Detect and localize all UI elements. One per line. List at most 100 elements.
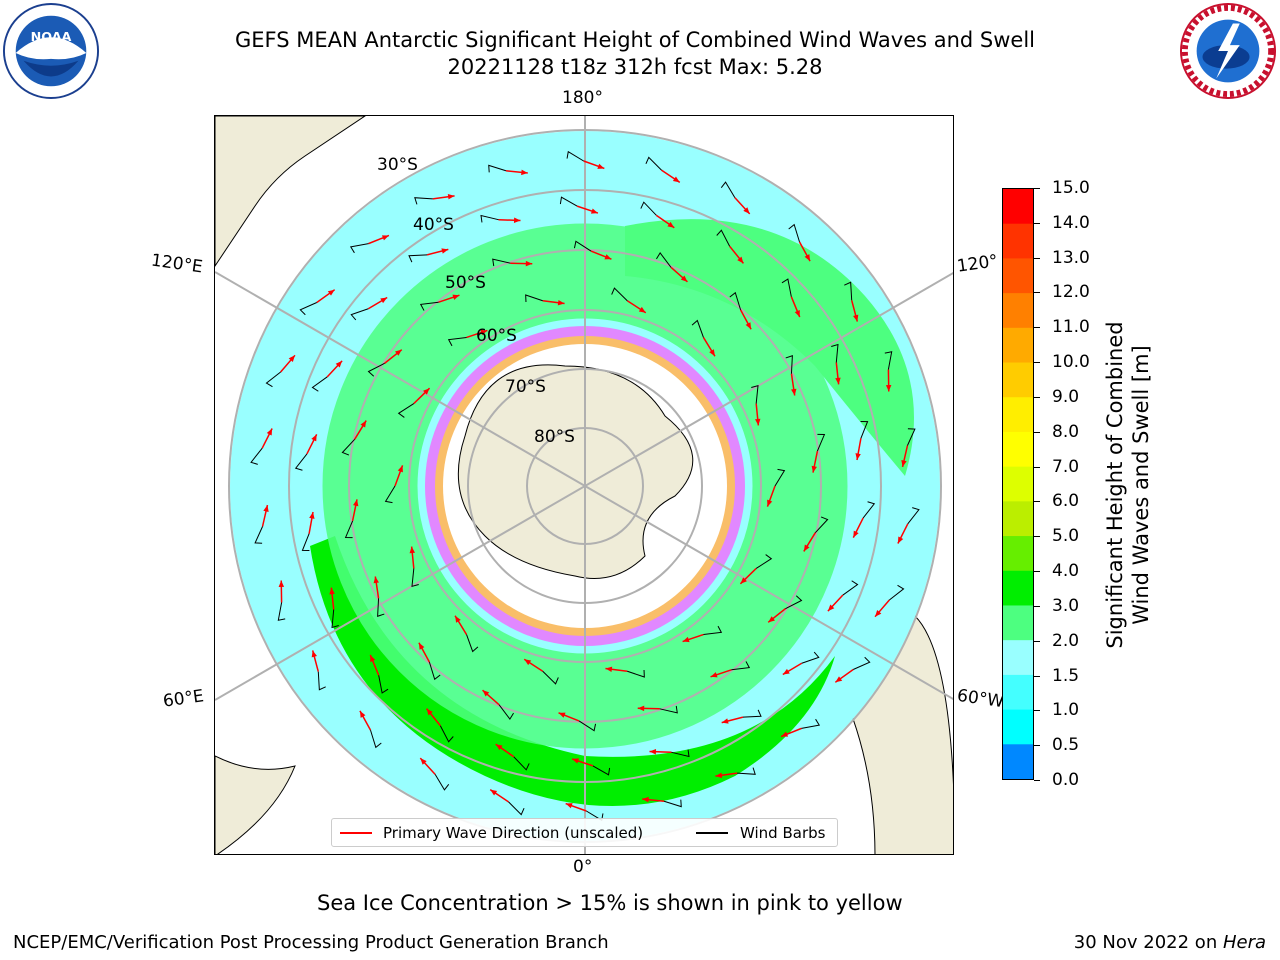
wind-barb bbox=[645, 156, 662, 171]
wind-barb bbox=[508, 801, 525, 816]
wave-arrowhead bbox=[680, 275, 688, 282]
wave-arrowhead bbox=[381, 235, 389, 241]
colorbar-swatch bbox=[1003, 431, 1033, 468]
footer-date-text: 30 Nov 2022 on bbox=[1073, 932, 1223, 953]
legend-barb-label: Wind Barbs bbox=[740, 824, 826, 842]
wave-arrowhead bbox=[426, 708, 433, 716]
wave-arrowhead bbox=[329, 587, 335, 595]
colorbar-swatch bbox=[1003, 397, 1033, 433]
wind-barb bbox=[573, 240, 592, 252]
wind-barb bbox=[578, 720, 597, 732]
wind-barb bbox=[525, 294, 543, 303]
colorbar-swatch bbox=[1003, 640, 1033, 676]
colorbar-swatch bbox=[1003, 501, 1033, 537]
wind-barb bbox=[592, 765, 611, 776]
wind-barb bbox=[884, 351, 893, 370]
wind-barb bbox=[611, 287, 628, 302]
wind-barb bbox=[731, 661, 751, 671]
colorbar-tick-mark bbox=[1034, 431, 1040, 433]
wave-arrowhead bbox=[743, 207, 750, 214]
colorbar-tick-label: 11.0 bbox=[1052, 317, 1090, 338]
wave-arrowhead bbox=[452, 294, 460, 300]
wind-barb bbox=[419, 301, 439, 311]
wave-arrowhead bbox=[353, 499, 359, 507]
wave-arrowhead bbox=[311, 650, 317, 658]
footer-date: 30 Nov 2022 on Hera bbox=[1074, 932, 1266, 953]
wind-barb bbox=[513, 756, 530, 771]
wind-barb bbox=[842, 580, 859, 596]
wind-barb bbox=[559, 196, 578, 207]
wind-barb bbox=[862, 501, 876, 519]
wave-arrowhead bbox=[482, 690, 490, 697]
wave-arrowhead bbox=[335, 360, 343, 368]
wind-barb bbox=[737, 767, 756, 775]
wave-arrowhead bbox=[855, 453, 861, 460]
wave-arrowhead bbox=[901, 460, 907, 467]
wave-arrowhead bbox=[875, 610, 882, 617]
wind-barb bbox=[480, 214, 499, 223]
wind-barb bbox=[350, 308, 369, 321]
wave-arrowhead bbox=[423, 388, 430, 395]
wind-barb bbox=[349, 243, 369, 254]
wind-barb bbox=[853, 656, 871, 670]
lat-label-60s: 60°S bbox=[476, 326, 517, 346]
wind-barb bbox=[889, 584, 905, 601]
colorbar-swatch bbox=[1003, 327, 1033, 364]
colorbar-label-line2: Wind Waves and Swell [m] bbox=[1129, 345, 1153, 625]
wind-barb bbox=[729, 291, 742, 311]
colorbar-swatch bbox=[1003, 674, 1033, 711]
wave-arrowhead bbox=[373, 576, 379, 584]
wind-barb bbox=[341, 438, 356, 456]
wind-barb bbox=[691, 319, 704, 338]
wind-barb bbox=[294, 453, 308, 471]
wave-arrowhead bbox=[597, 163, 605, 169]
colorbar-swatch bbox=[1003, 709, 1033, 745]
colorbar-tick-label: 1.5 bbox=[1052, 665, 1080, 686]
legend-wave-swatch bbox=[340, 832, 372, 834]
wind-barb bbox=[785, 595, 803, 610]
chart-subtitle: 20221128 t18z 312h fcst Max: 5.28 bbox=[447, 55, 823, 79]
wind-barb bbox=[755, 554, 773, 569]
wave-arrowhead bbox=[897, 536, 904, 544]
wind-barb bbox=[377, 598, 385, 617]
wave-arrowhead bbox=[667, 221, 675, 228]
wave-arrowhead bbox=[642, 796, 649, 803]
wave-arrowhead bbox=[768, 616, 775, 623]
wind-barb bbox=[640, 201, 657, 216]
wave-arrowhead bbox=[447, 194, 455, 200]
wave-arrowhead bbox=[266, 428, 273, 436]
wave-arrowhead bbox=[309, 512, 315, 519]
wind-barb bbox=[751, 384, 759, 404]
land-africa bbox=[215, 755, 296, 854]
wind-barb bbox=[370, 730, 382, 749]
wind-barb bbox=[265, 371, 281, 388]
colorbar-swatches bbox=[1003, 189, 1033, 780]
nws-logo bbox=[1179, 2, 1277, 100]
wind-barb bbox=[542, 670, 559, 685]
wind-barb bbox=[301, 533, 310, 551]
wave-arrowhead bbox=[359, 710, 366, 718]
wind-barb bbox=[367, 362, 385, 377]
wind-barb bbox=[716, 229, 731, 247]
wave-arrowhead bbox=[794, 310, 800, 318]
wave-arrowhead bbox=[327, 289, 335, 296]
wind-barb bbox=[860, 421, 869, 439]
wave-arrowhead bbox=[811, 465, 817, 473]
wind-barb bbox=[439, 725, 454, 743]
colorbar-tick-label: 0.5 bbox=[1052, 735, 1080, 756]
legend-wave-label: Primary Wave Direction (unscaled) bbox=[383, 824, 644, 842]
wind-barb bbox=[250, 447, 263, 465]
wave-arrowhead bbox=[745, 322, 752, 330]
wave-arrowhead bbox=[804, 254, 811, 262]
colorbar-tick-label: 4.0 bbox=[1052, 561, 1080, 582]
wave-arrowhead bbox=[782, 668, 790, 675]
wind-barb bbox=[656, 252, 672, 268]
wave-arrowhead bbox=[278, 580, 285, 588]
colorbar-tick-mark bbox=[1034, 675, 1040, 677]
wind-barb bbox=[492, 258, 511, 267]
land-australia bbox=[215, 116, 366, 267]
colorbar-tick-label: 2.0 bbox=[1052, 630, 1080, 651]
wind-barb bbox=[742, 709, 762, 718]
colorbar-tick-label: 6.0 bbox=[1052, 491, 1080, 512]
colorbar-tick-label: 3.0 bbox=[1052, 595, 1080, 616]
